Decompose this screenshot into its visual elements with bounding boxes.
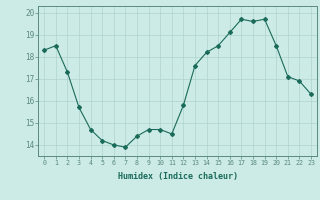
X-axis label: Humidex (Indice chaleur): Humidex (Indice chaleur): [118, 172, 238, 181]
